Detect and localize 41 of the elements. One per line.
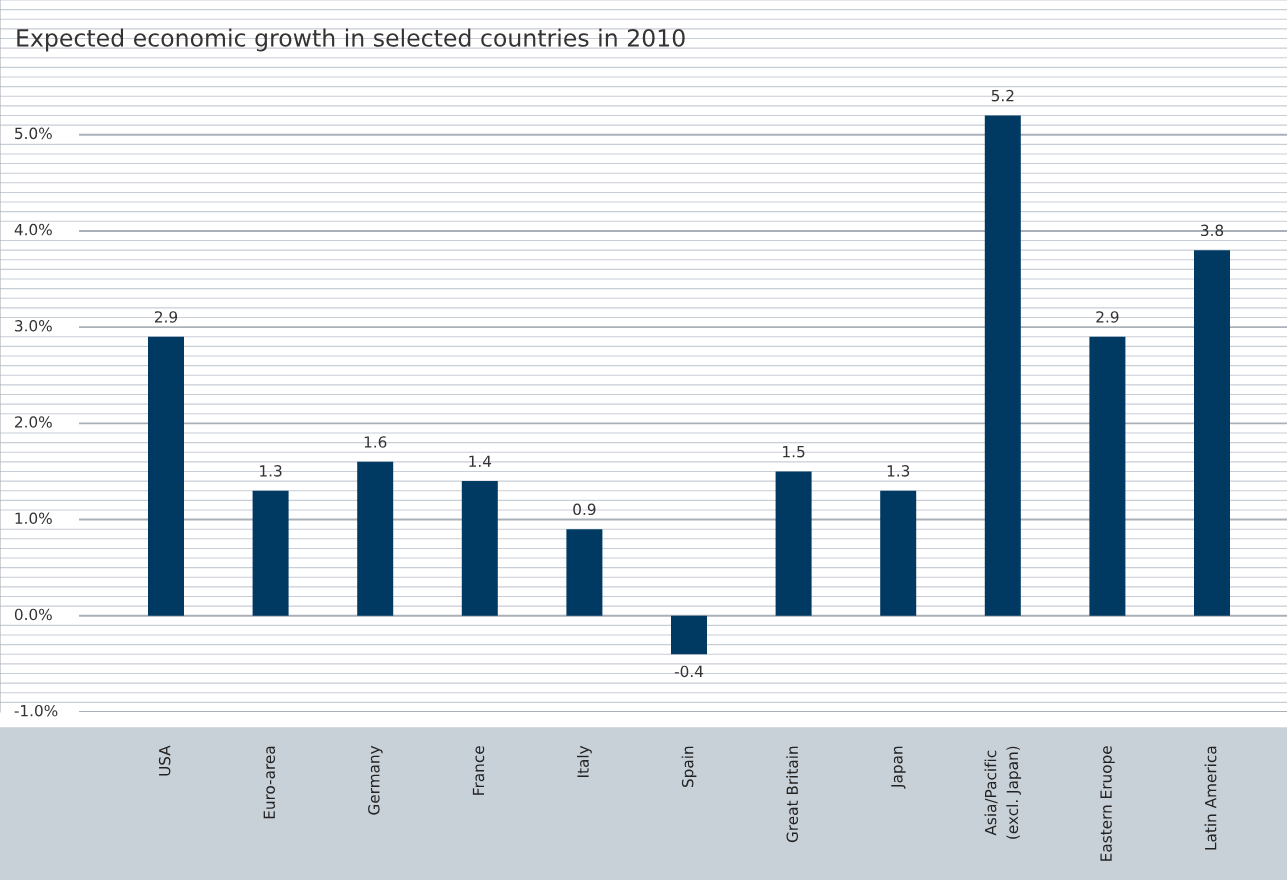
data-label: 5.2 xyxy=(991,89,1014,102)
bar xyxy=(252,490,289,616)
x-tick-label: Germany xyxy=(368,745,383,815)
data-label: 1.6 xyxy=(364,436,387,448)
bar xyxy=(880,490,917,616)
bar xyxy=(984,115,1021,616)
data-label: 0.9 xyxy=(573,503,596,516)
x-tick-label: Asia/Pacific (excl. Japan) xyxy=(984,746,1022,839)
x-tick-label: Japan xyxy=(891,746,906,789)
data-label: 1.3 xyxy=(260,465,282,477)
data-label: 1.5 xyxy=(783,446,805,458)
bar xyxy=(1194,250,1230,616)
x-tick-label: Great Britain xyxy=(786,746,799,843)
y-tick-label: 4.0% xyxy=(14,223,52,236)
data-label: 1.3 xyxy=(887,465,910,477)
y-tick-label: 3.0% xyxy=(15,320,52,332)
data-label: -0.4 xyxy=(674,665,704,678)
bar xyxy=(357,461,394,616)
x-tick-label: USA xyxy=(158,745,171,776)
data-label: 2.9 xyxy=(1096,311,1119,323)
y-tick-label: 2.0% xyxy=(15,416,52,428)
bar xyxy=(775,471,812,616)
data-label: 2.9 xyxy=(154,311,178,323)
bar xyxy=(1089,336,1126,616)
bar xyxy=(148,336,184,616)
data-label: 1.4 xyxy=(469,455,492,467)
y-tick-label: 5.0% xyxy=(15,127,52,140)
x-tick-label: Eastern Eruope xyxy=(1100,746,1115,861)
text: Expected economic growth in selected countries in 2010 xyxy=(17,28,685,52)
x-tick-label: France xyxy=(472,746,485,795)
x-tick-label: Euro-area xyxy=(263,746,276,819)
y-tick-label: 0.0% xyxy=(14,608,52,621)
x-tick-label: Latin America xyxy=(1204,746,1217,850)
y-tick-label: 1.0% xyxy=(15,512,52,524)
y-tick-label: -1.0% xyxy=(14,704,58,717)
bar xyxy=(671,615,707,655)
x-tick-label: Spain xyxy=(681,746,697,788)
bar xyxy=(566,529,603,616)
x-tick-label: Italy xyxy=(577,745,592,777)
data-label: 3.8 xyxy=(1201,224,1224,237)
bar xyxy=(461,481,498,616)
